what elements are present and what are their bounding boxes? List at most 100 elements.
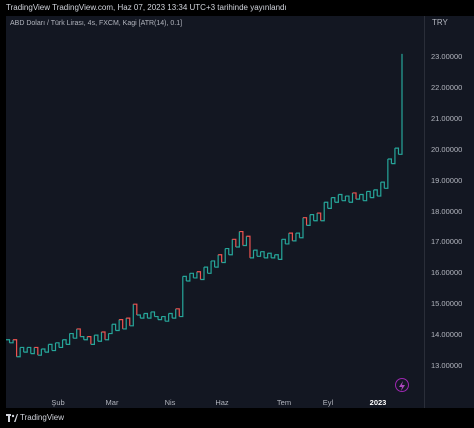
kagi-segment: [363, 191, 368, 202]
kagi-segment: [271, 254, 276, 259]
kagi-segment: [303, 217, 308, 226]
time-tick-label: 2023: [369, 398, 387, 407]
kagi-segment: [105, 333, 110, 341]
kagi-segment: [274, 254, 279, 260]
kagi-segment: [264, 253, 269, 259]
kagi-segment: [186, 273, 191, 282]
kagi-segment: [30, 347, 35, 355]
chart-pane[interactable]: [6, 16, 424, 408]
kagi-segment: [76, 328, 81, 337]
kagi-segment: [34, 346, 39, 356]
price-tick-label: 21.00000: [431, 113, 463, 123]
time-tick-label: Tem: [276, 398, 292, 407]
currency-label: TRY: [432, 18, 448, 27]
kagi-segment: [168, 312, 173, 319]
kagi-segment: [232, 238, 237, 248]
kagi-segment: [257, 251, 262, 257]
kagi-segment: [253, 249, 258, 257]
kagi-segment: [242, 236, 248, 247]
kagi-segment: [179, 276, 184, 318]
price-tick-label: 14.00000: [431, 330, 463, 340]
kagi-segment: [327, 197, 332, 210]
kagi-segment: [239, 230, 244, 246]
kagi-segment: [207, 260, 212, 274]
kagi-segment: [20, 346, 25, 353]
kagi-segment: [384, 158, 389, 189]
kagi-segment: [324, 201, 329, 209]
price-tick-label: 19.00000: [431, 175, 463, 185]
kagi-segment: [295, 232, 301, 238]
kagi-segment: [27, 346, 32, 354]
kagi-segment: [394, 147, 400, 155]
kagi-segment: [196, 271, 202, 280]
kagi-segment: [225, 247, 230, 255]
kagi-segment: [126, 317, 131, 326]
kagi-segment: [288, 232, 293, 241]
time-tick-label: Haz: [215, 398, 229, 407]
kagi-segment: [221, 248, 226, 264]
kagi-segment: [377, 182, 382, 197]
kagi-segment: [83, 336, 88, 341]
kagi-segment: [182, 275, 187, 282]
kagi-segment: [112, 323, 117, 331]
kagi-segment: [41, 348, 46, 353]
kagi-segment: [200, 267, 205, 281]
kagi-segment: [119, 319, 124, 329]
kagi-segment: [334, 194, 339, 203]
kagi-segment: [246, 235, 251, 258]
price-tick-label: 22.00000: [431, 82, 463, 92]
kagi-segment: [356, 194, 361, 200]
kagi-segment: [161, 315, 166, 322]
kagi-segment: [115, 319, 120, 332]
price-tick-label: 18.00000: [431, 206, 463, 216]
kagi-segment: [310, 213, 315, 221]
kagi-segment: [147, 311, 152, 319]
kagi-segment: [44, 344, 50, 353]
kagi-segment: [235, 231, 240, 248]
kagi-segment: [352, 192, 357, 200]
kagi-segment: [158, 316, 163, 321]
kagi-segment: [292, 233, 297, 242]
lightning-icon-glyph: [399, 381, 405, 391]
kagi-segment: [359, 193, 364, 201]
kagi-segment: [348, 192, 354, 203]
price-tick-label: 17.00000: [431, 237, 463, 247]
footer-bar: [0, 408, 474, 428]
kagi-segment: [331, 196, 336, 203]
kagi-segment: [387, 158, 392, 164]
time-tick-label: Şub: [51, 398, 65, 407]
lightning-icon[interactable]: [395, 378, 409, 392]
kagi-segment: [37, 349, 42, 356]
kagi-segment: [23, 347, 28, 353]
kagi-segment: [193, 271, 198, 279]
kagi-segment: [398, 53, 403, 155]
kagi-segment: [16, 347, 21, 358]
kagi-segment: [9, 339, 14, 344]
kagi-segment: [373, 189, 378, 197]
kagi-segment: [97, 332, 103, 342]
kagi-segment: [313, 213, 318, 222]
kagi-segment: [228, 239, 233, 256]
kagi-segment: [143, 312, 149, 319]
kagi-segment: [101, 331, 106, 340]
tradingview-logo-icon: [6, 414, 18, 422]
footer-brand: TradingView: [20, 413, 65, 422]
kagi-segment: [73, 328, 78, 339]
time-tick-label: Eyl: [322, 398, 334, 407]
kagi-segment: [391, 148, 396, 165]
kagi-segment: [90, 335, 95, 345]
kagi-segment: [214, 254, 219, 268]
kagi-segment: [165, 313, 170, 322]
kagi-segment: [51, 342, 57, 352]
kagi-segment: [122, 318, 127, 330]
kagi-segment: [6, 339, 11, 343]
kagi-segment: [380, 181, 385, 189]
kagi-segment: [204, 266, 209, 274]
kagi-segment: [285, 233, 290, 245]
price-axis[interactable]: [424, 16, 474, 408]
chart-legend: ABD Doları / Türk Lirası, 4s, FXCM, Kagi…: [10, 20, 183, 27]
kagi-segment: [172, 308, 177, 319]
kagi-segment: [299, 217, 304, 239]
kagi-segment: [154, 315, 159, 320]
